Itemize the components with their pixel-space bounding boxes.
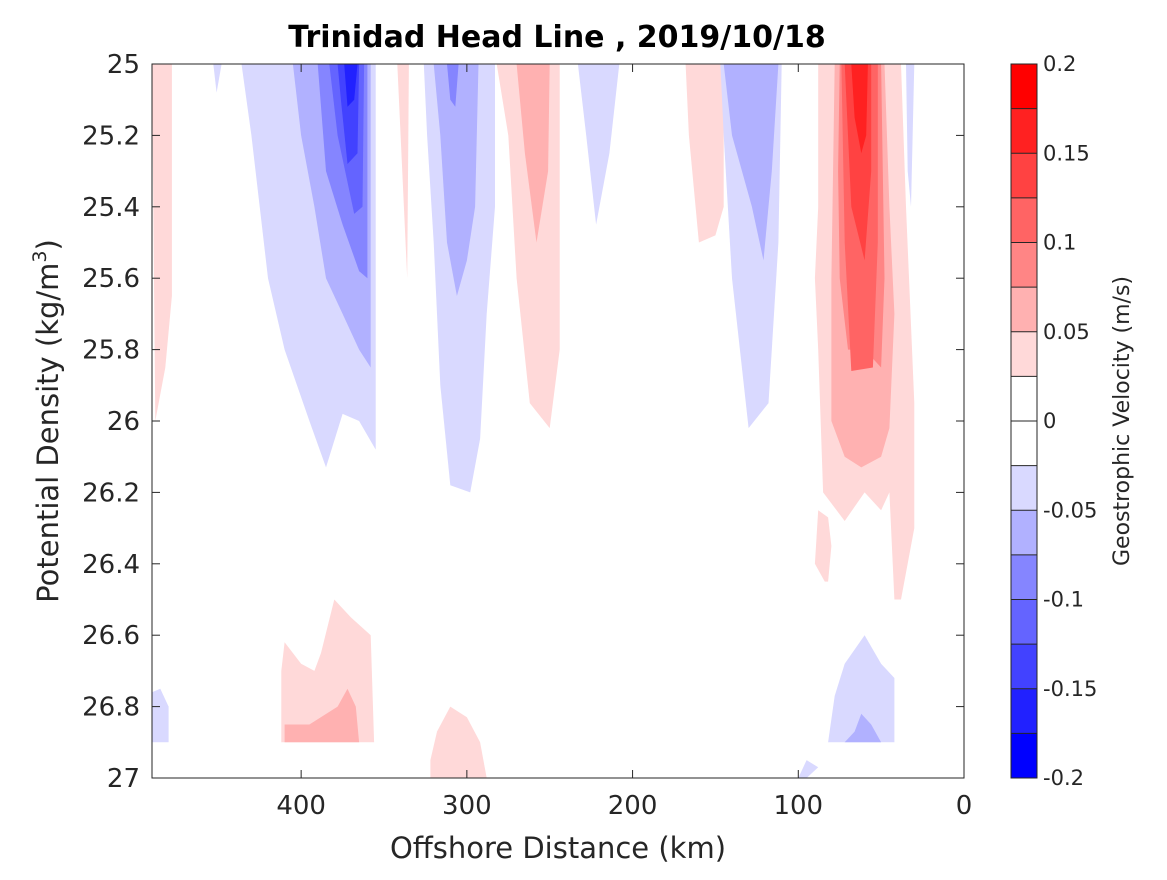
x-tick-label: 300 [442, 791, 492, 821]
y-axis-label-main: Potential Density (kg/m [31, 263, 65, 603]
x-tick-label: 400 [276, 791, 326, 821]
colorbar-level-swatch [1011, 331, 1037, 377]
y-tick-label: 26 [107, 407, 140, 437]
colorbar-tick-label: 0.15 [1043, 141, 1090, 165]
colorbar-level-swatch [1011, 510, 1037, 555]
colorbar-tick-label: 0 [1043, 409, 1056, 433]
y-tick-label: 25.2 [82, 121, 140, 151]
positive-velocity-region-4 [685, 64, 724, 243]
negative-velocity-region-28 [906, 64, 915, 207]
contour-regions [152, 64, 915, 778]
y-tick-label: 25 [107, 50, 140, 80]
y-axis-label-close: ) [31, 239, 65, 250]
positive-velocity-region-1 [397, 64, 409, 279]
colorbar-level-swatch [1011, 644, 1037, 689]
colorbar-level-swatch [1011, 376, 1037, 421]
negative-velocity-region-32 [798, 760, 819, 778]
y-tick-label: 26.2 [82, 478, 140, 508]
colorbar-level-swatch [1011, 688, 1037, 734]
colorbar [1011, 64, 1037, 778]
y-tick-label: 26.6 [82, 621, 140, 651]
x-axis-ticks: 400 300 200 100 0 [276, 64, 972, 821]
colorbar-level-swatch [1011, 287, 1037, 332]
colorbar-level-swatch [1011, 153, 1037, 198]
positive-velocity-region-0 [152, 64, 172, 421]
positive-velocity-region-3 [516, 64, 550, 243]
colorbar-level-swatch [1011, 465, 1037, 511]
negative-velocity-region-27 [723, 64, 779, 261]
y-tick-label: 25.8 [82, 336, 140, 366]
colorbar-tick-label: -0.1 [1043, 588, 1084, 612]
colorbar-level-swatch [1011, 242, 1037, 288]
colorbar-ticks: 0.2 0.15 0.1 0.05 0 -0.05 -0.1 -0.15 -0.2 [1043, 52, 1097, 790]
colorbar-tick-label: 0.1 [1043, 231, 1076, 255]
x-tick-label: 100 [773, 791, 823, 821]
negative-velocity-region-29 [152, 688, 169, 743]
positive-velocity-region-11 [814, 510, 832, 582]
colorbar-level-swatch [1011, 197, 1037, 243]
colorbar-label: Geostrophic Velocity (m/s) [1110, 276, 1135, 566]
x-axis-label: Offshore Distance (km) [390, 831, 726, 865]
x-tick-label: 0 [956, 791, 973, 821]
y-tick-label: 25.6 [82, 264, 140, 294]
negative-velocity-region-21 [344, 64, 358, 107]
colorbar-tick-label: -0.2 [1043, 766, 1084, 790]
negative-velocity-region-23 [433, 64, 479, 296]
y-tick-label: 26.8 [82, 693, 140, 723]
colorbar-level-swatch [1011, 64, 1037, 109]
y-axis-label-superscript: 3 [29, 250, 51, 262]
negative-velocity-region-25 [577, 64, 620, 225]
colorbar-tick-label: 0.2 [1043, 52, 1076, 76]
colorbar-frame [1010, 63, 1038, 779]
colorbar-level-swatch [1011, 108, 1037, 154]
colorbar-tick-label: -0.15 [1043, 677, 1097, 701]
colorbar-level-swatch [1011, 421, 1037, 466]
y-tick-label: 27 [107, 764, 140, 794]
negative-velocity-region-31 [844, 713, 882, 743]
colorbar-tick-label: 0.05 [1043, 320, 1090, 344]
x-tick-label: 200 [608, 791, 658, 821]
negative-velocity-region-30 [828, 635, 895, 743]
positive-velocity-region-10 [851, 64, 868, 154]
colorbar-tick-label: -0.05 [1043, 498, 1097, 522]
colorbar-level-swatch [1011, 733, 1037, 778]
positive-velocity-region-13 [284, 688, 360, 743]
negative-velocity-region-24 [447, 64, 459, 107]
colorbar-level-swatch [1011, 599, 1037, 645]
y-tick-label: 25.4 [82, 193, 140, 223]
y-tick-label: 26.4 [82, 550, 140, 580]
negative-velocity-region-15 [213, 64, 222, 93]
y-axis-ticks: 25 25.2 25.4 25.6 25.8 26 26.2 26.4 26.6 26.8 27 [82, 50, 964, 794]
colorbar-level-swatch [1011, 554, 1037, 600]
chart-title: Trinidad Head Line , 2019/10/18 [288, 20, 825, 55]
positive-velocity-region-14 [430, 706, 487, 778]
y-axis-label: Potential Density (kg/m3) [29, 239, 65, 603]
